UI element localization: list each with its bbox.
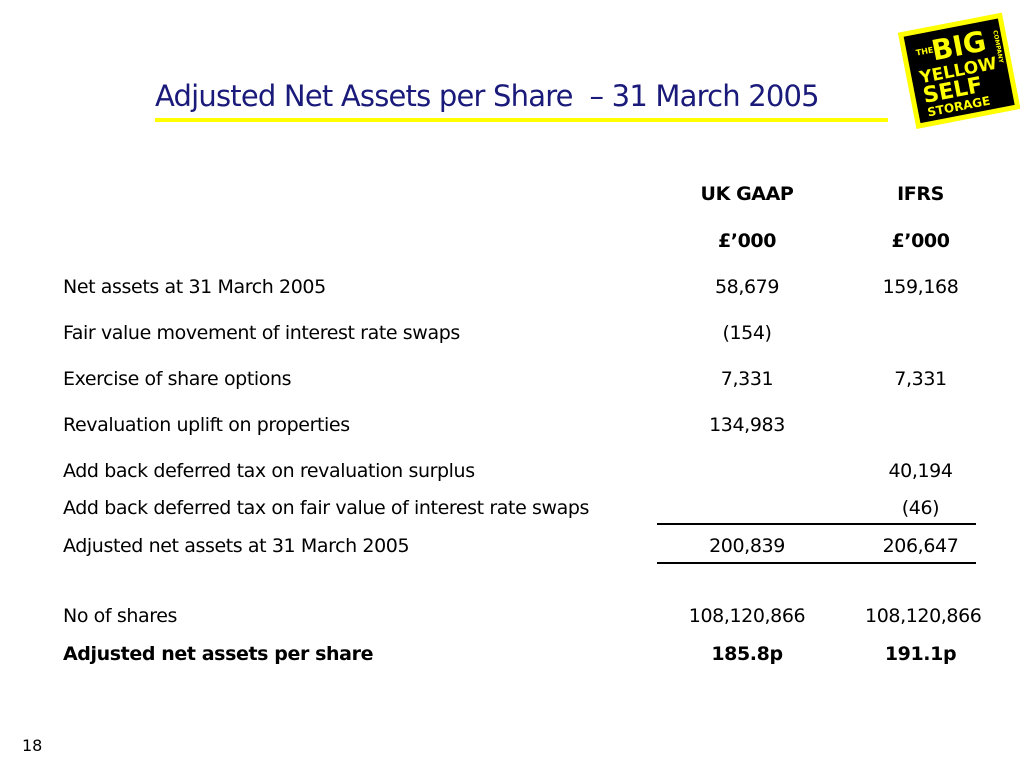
logo-text-the: THE xyxy=(915,45,934,57)
cell-ifrs: 206,647 xyxy=(882,535,959,557)
cell-ifrs: 7,331 xyxy=(894,368,947,390)
subtotal-rule-bottom xyxy=(657,562,976,564)
cell-uk-gaap: 7,331 xyxy=(720,368,774,390)
cell-uk-gaap: 185.8p xyxy=(711,643,783,665)
row-label: Net assets at 31 March 2005 xyxy=(63,276,326,298)
title-underline xyxy=(155,118,888,122)
cell-uk-gaap: (154) xyxy=(722,322,772,344)
cell-uk-gaap: 108,120,866 xyxy=(688,605,806,627)
cell-ifrs: 108,120,866 xyxy=(865,605,982,627)
subtotal-rule-top xyxy=(657,523,976,525)
col-unit-uk-gaap: £’000 xyxy=(717,230,777,252)
row-label: Add back deferred tax on fair value of i… xyxy=(63,497,590,519)
cell-ifrs: 159,168 xyxy=(882,276,959,298)
row-label: Add back deferred tax on revaluation sur… xyxy=(63,460,475,482)
logo-panel xyxy=(903,18,1015,124)
big-yellow-logo: THE BIG YELLOW SELF STORAGE COMPANY xyxy=(897,12,1020,130)
col-header-ifrs: IFRS xyxy=(897,183,944,205)
cell-ifrs: 191.1p xyxy=(884,643,957,665)
row-label: Adjusted net assets at 31 March 2005 xyxy=(63,535,410,557)
row-label: Fair value movement of interest rate swa… xyxy=(63,322,460,344)
cell-uk-gaap: 58,679 xyxy=(714,276,780,298)
col-unit-ifrs: £’000 xyxy=(891,230,950,252)
cell-ifrs: 40,194 xyxy=(888,460,953,482)
col-header-uk-gaap: UK GAAP xyxy=(700,183,794,205)
row-label: Revaluation uplift on properties xyxy=(63,414,350,436)
row-label: Adjusted net assets per share xyxy=(63,643,374,665)
page-number: 18 xyxy=(22,736,43,755)
cell-uk-gaap: 134,983 xyxy=(709,414,785,436)
row-label: No of shares xyxy=(63,605,177,627)
slide-title: Adjusted Net Assets per Share – 31 March… xyxy=(155,79,820,113)
row-label: Exercise of share options xyxy=(63,368,292,390)
cell-ifrs: (46) xyxy=(901,497,940,519)
cell-uk-gaap: 200,839 xyxy=(709,535,785,557)
